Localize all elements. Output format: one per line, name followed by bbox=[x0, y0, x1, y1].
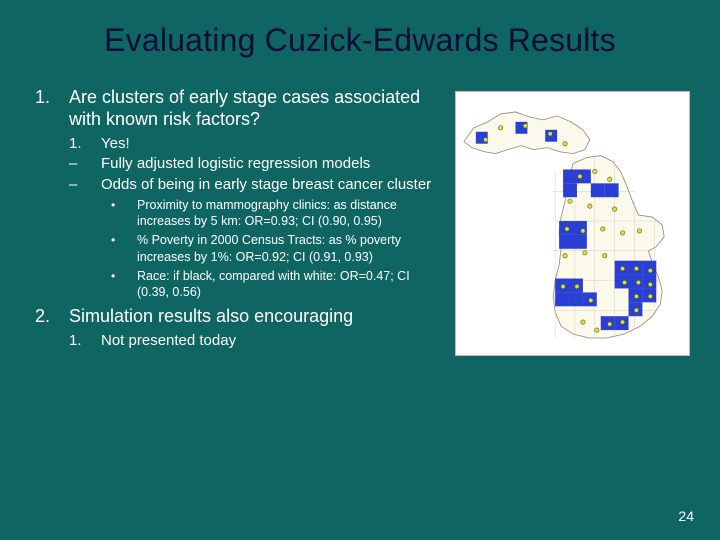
list-text: Are clusters of early stage cases associ… bbox=[69, 87, 445, 131]
list-item: – Odds of being in early stage breast ca… bbox=[69, 176, 445, 194]
text-column: 1. Are clusters of early stage cases ass… bbox=[35, 87, 445, 356]
list-item: • Race: if black, compared with white: O… bbox=[111, 268, 445, 301]
map-column bbox=[445, 87, 690, 356]
list-text: Proximity to mammography clinics: as dis… bbox=[137, 197, 445, 230]
content-area: 1. Are clusters of early stage cases ass… bbox=[0, 87, 720, 356]
list-item: – Fully adjusted logistic regression mod… bbox=[69, 155, 445, 173]
map-svg bbox=[456, 92, 689, 355]
list-item: 1. Not presented today bbox=[69, 332, 445, 350]
list-marker: • bbox=[111, 268, 137, 301]
slide-title: Evaluating Cuzick-Edwards Results bbox=[0, 0, 720, 87]
michigan-map bbox=[455, 91, 690, 356]
list-text: Yes! bbox=[101, 135, 130, 153]
list-marker: 1. bbox=[35, 87, 69, 131]
list-item: • Proximity to mammography clinics: as d… bbox=[111, 197, 445, 230]
page-number: 24 bbox=[678, 508, 694, 524]
list-marker: • bbox=[111, 197, 137, 230]
list-marker: – bbox=[69, 176, 101, 194]
list-marker: – bbox=[69, 155, 101, 173]
list-text: Race: if black, compared with white: OR=… bbox=[137, 268, 445, 301]
list-item: • % Poverty in 2000 Census Tracts: as % … bbox=[111, 232, 445, 265]
list-text: Not presented today bbox=[101, 332, 236, 350]
list-text: Simulation results also encouraging bbox=[69, 306, 353, 328]
list-marker: • bbox=[111, 232, 137, 265]
list-text: % Poverty in 2000 Census Tracts: as % po… bbox=[137, 232, 445, 265]
list-marker: 1. bbox=[69, 135, 101, 153]
list-item: 1. Are clusters of early stage cases ass… bbox=[35, 87, 445, 131]
list-marker: 2. bbox=[35, 306, 69, 328]
list-text: Odds of being in early stage breast canc… bbox=[101, 176, 431, 194]
list-marker: 1. bbox=[69, 332, 101, 350]
list-item: 1. Yes! bbox=[69, 135, 445, 153]
list-item: 2. Simulation results also encouraging bbox=[35, 306, 445, 328]
list-text: Fully adjusted logistic regression model… bbox=[101, 155, 370, 173]
